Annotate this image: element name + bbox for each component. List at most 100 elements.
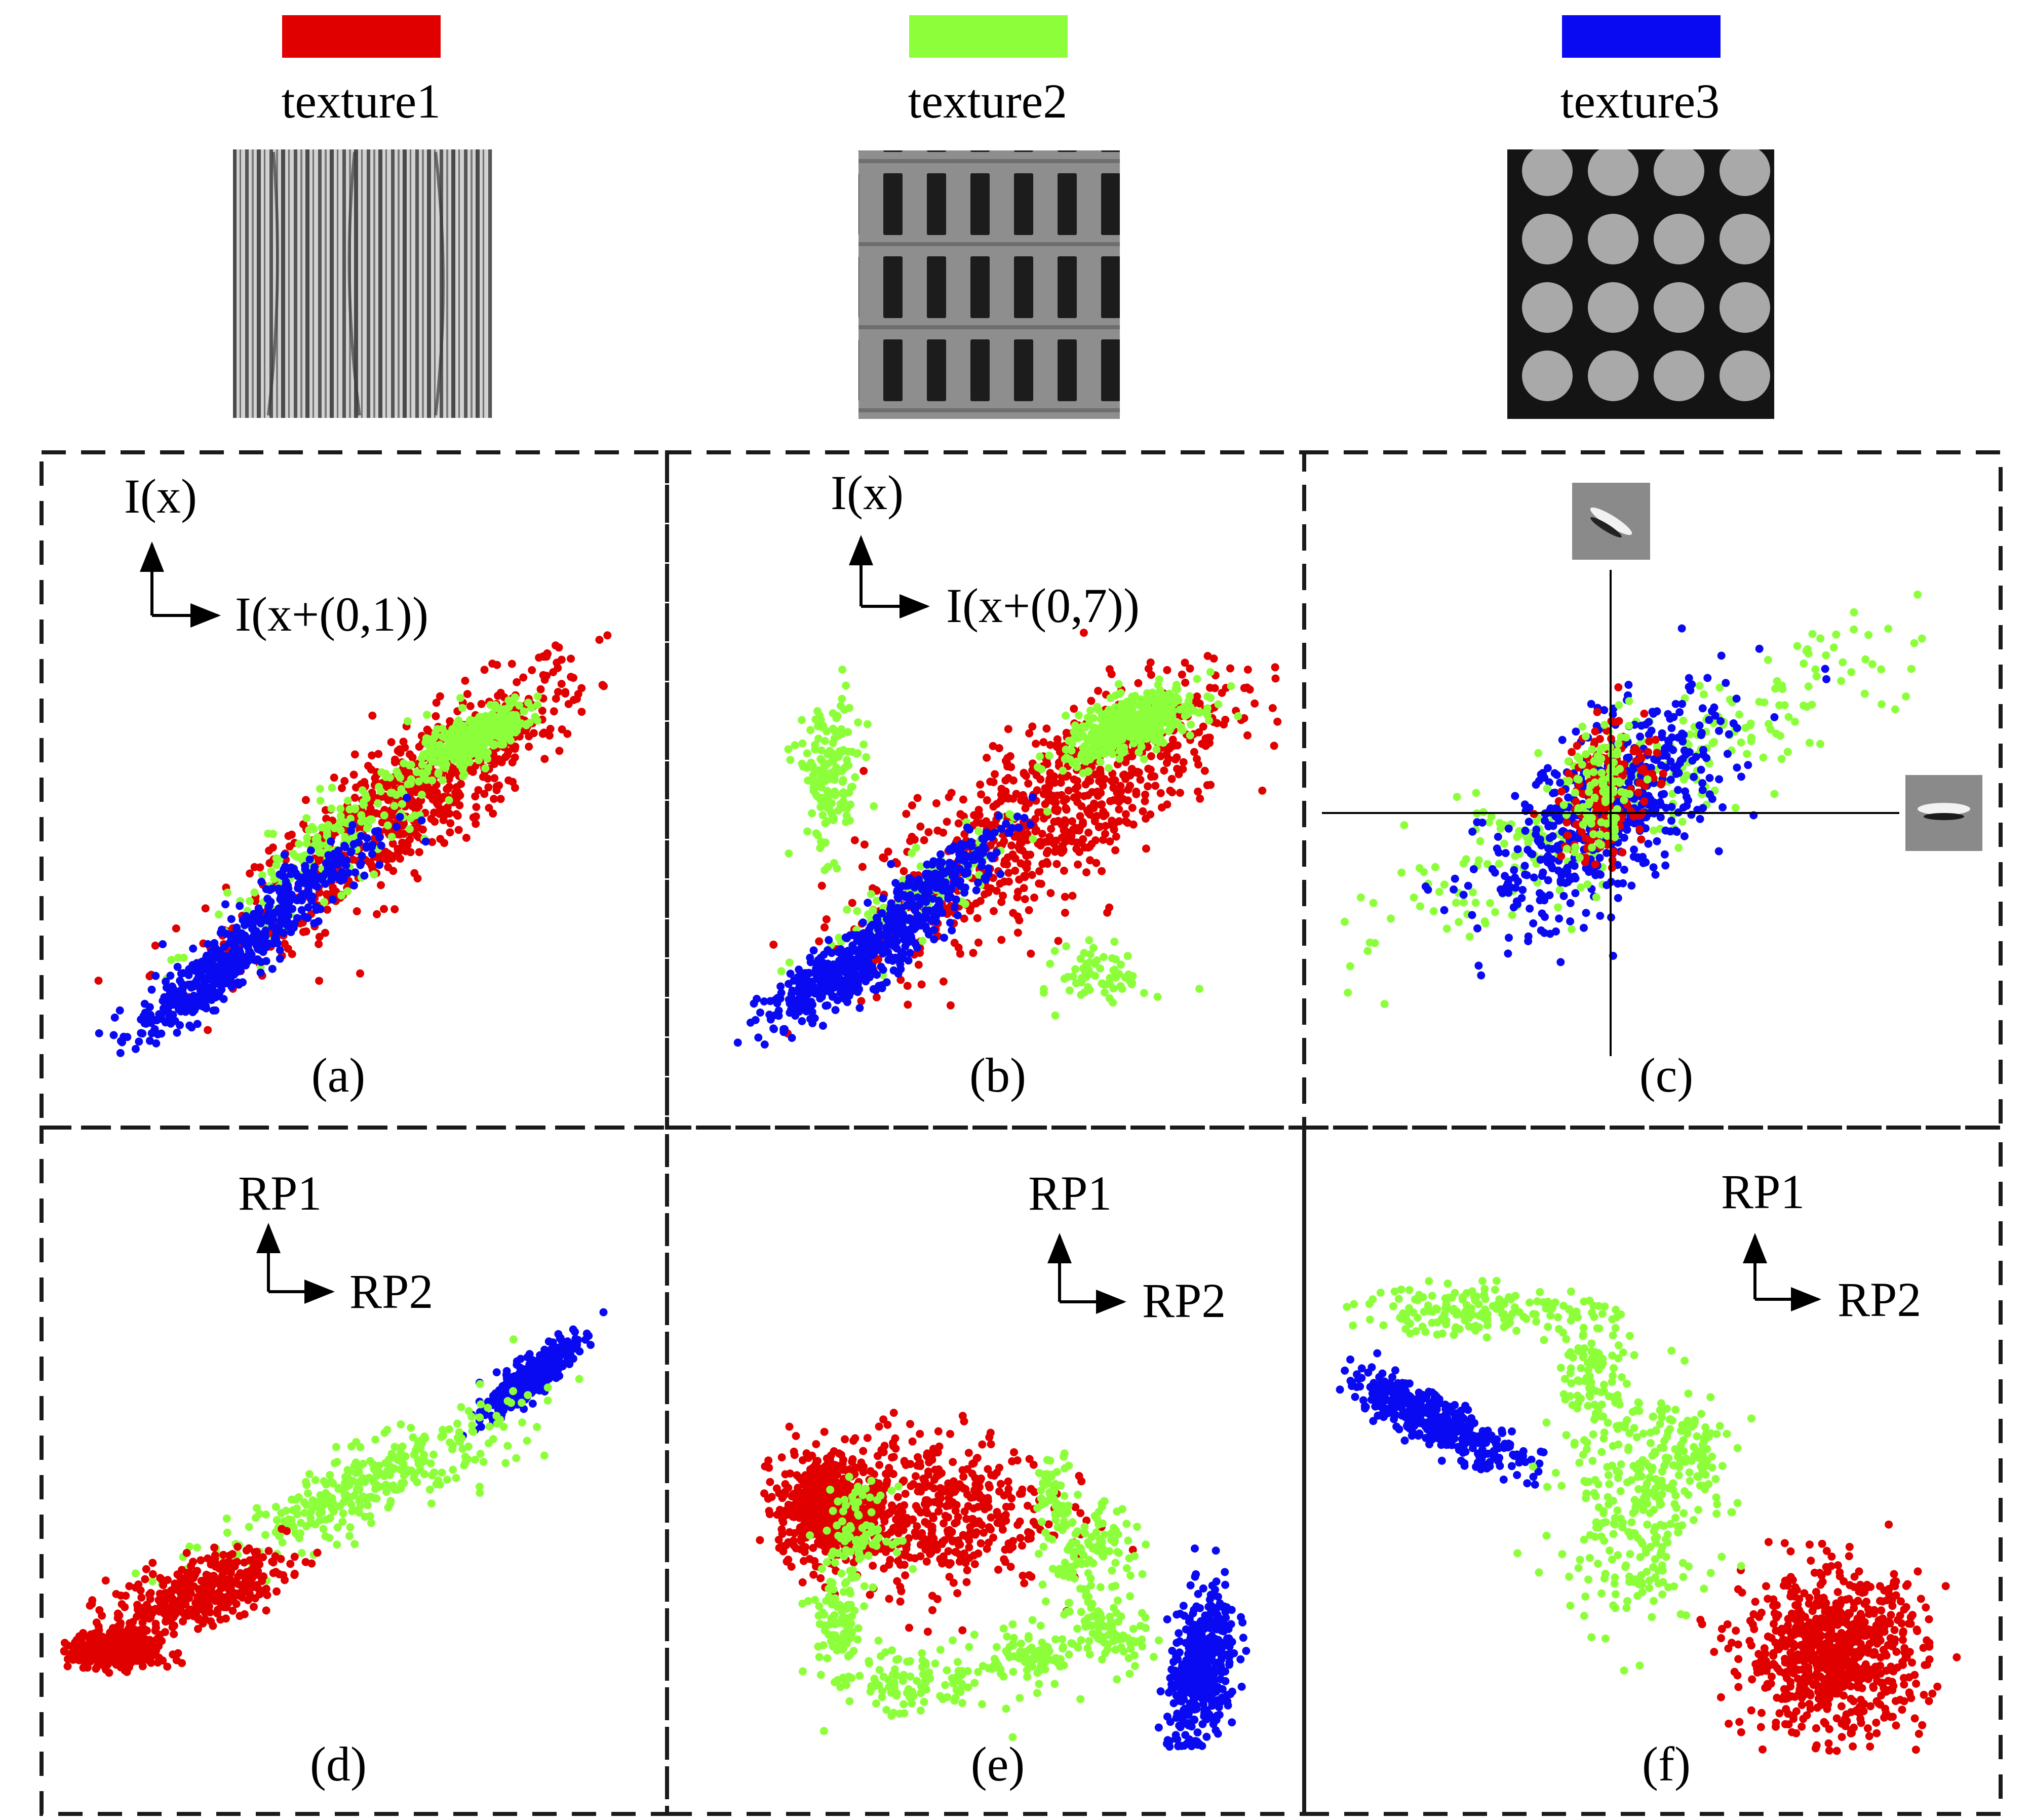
data-point-texture3 xyxy=(894,970,903,978)
data-point-texture3 xyxy=(131,1044,140,1053)
data-point-texture3 xyxy=(1657,790,1666,799)
data-point-texture2 xyxy=(1764,655,1772,664)
data-point-texture1 xyxy=(390,905,399,913)
data-point-texture2 xyxy=(1650,826,1658,835)
data-point-texture3 xyxy=(1477,971,1486,980)
data-point-texture2 xyxy=(838,778,847,786)
data-point-texture3 xyxy=(204,940,212,948)
data-point-texture2 xyxy=(1829,643,1838,652)
data-point-texture3 xyxy=(896,960,905,969)
data-point-texture1 xyxy=(932,799,941,807)
data-point-texture3 xyxy=(1570,862,1579,870)
data-point-texture3 xyxy=(334,846,342,855)
data-point-texture3 xyxy=(831,1006,840,1014)
data-point-texture3 xyxy=(1603,881,1611,889)
data-point-texture1 xyxy=(1226,664,1234,673)
data-point-texture2 xyxy=(1508,911,1516,919)
data-point-texture1 xyxy=(1195,728,1203,737)
data-point-texture3 xyxy=(798,1005,806,1013)
data-point-texture1 xyxy=(1164,755,1173,763)
data-point-texture2 xyxy=(862,753,871,761)
data-point-texture2 xyxy=(406,780,415,788)
data-point-texture1 xyxy=(368,751,376,760)
data-point-texture1 xyxy=(1193,755,1201,763)
legend-item-texture3: texture3 xyxy=(1507,15,1774,419)
data-point-texture3 xyxy=(1004,829,1012,837)
data-point-texture3 xyxy=(1473,818,1481,827)
data-point-texture1 xyxy=(1115,817,1123,826)
data-point-texture2 xyxy=(343,796,352,805)
data-point-texture2 xyxy=(918,937,927,945)
data-point-texture1 xyxy=(1036,775,1045,784)
data-point-texture3 xyxy=(1695,721,1704,730)
data-point-texture1 xyxy=(1082,868,1090,877)
data-point-texture1 xyxy=(525,743,533,751)
data-point-texture2 xyxy=(270,875,279,883)
data-point-texture1 xyxy=(364,762,372,770)
data-point-texture2 xyxy=(1062,745,1070,754)
data-point-texture3 xyxy=(1725,730,1733,739)
data-point-texture1 xyxy=(540,676,549,684)
data-point-texture2 xyxy=(403,717,412,725)
data-point-texture3 xyxy=(1673,762,1682,770)
data-point-texture3 xyxy=(358,851,366,860)
data-point-texture3 xyxy=(996,870,1005,878)
legend: texture1 texture2 texture3 xyxy=(233,15,1774,419)
data-point-texture1 xyxy=(916,822,925,831)
data-point-texture2 xyxy=(1186,731,1194,740)
data-point-texture3 xyxy=(845,949,853,958)
data-point-texture3 xyxy=(153,1030,162,1038)
data-point-texture3 xyxy=(858,918,867,927)
data-point-texture1 xyxy=(989,778,998,786)
data-point-texture3 xyxy=(1733,724,1741,732)
data-point-texture3 xyxy=(281,897,289,906)
data-point-texture2 xyxy=(1860,689,1869,698)
data-point-texture2 xyxy=(323,829,331,837)
data-point-texture2 xyxy=(368,815,376,824)
data-point-texture3 xyxy=(1658,729,1666,738)
data-point-texture2 xyxy=(821,866,829,874)
data-point-texture3 xyxy=(932,878,941,887)
data-point-texture2 xyxy=(1907,665,1916,673)
data-point-texture3 xyxy=(884,948,892,956)
data-point-texture2 xyxy=(1429,907,1438,915)
data-point-texture3 xyxy=(1026,820,1035,829)
data-point-texture3 xyxy=(1550,769,1559,778)
data-point-texture3 xyxy=(1732,694,1741,703)
data-point-texture3 xyxy=(115,1006,124,1015)
data-point-texture2 xyxy=(1079,964,1087,973)
data-point-texture1 xyxy=(1016,834,1024,842)
data-point-texture1 xyxy=(1001,776,1010,785)
data-point-texture1 xyxy=(1245,685,1254,694)
data-point-texture2 xyxy=(1777,755,1786,763)
data-point-texture1 xyxy=(1039,738,1048,747)
data-point-texture1 xyxy=(983,754,991,762)
data-point-texture3 xyxy=(221,900,229,909)
data-point-texture1 xyxy=(1220,720,1228,729)
data-point-texture1 xyxy=(388,839,397,848)
data-point-texture2 xyxy=(381,772,390,781)
data-point-texture3 xyxy=(206,973,215,982)
data-point-texture3 xyxy=(248,916,256,924)
data-point-texture1 xyxy=(1086,777,1095,785)
data-point-texture3 xyxy=(293,914,301,922)
data-point-texture1 xyxy=(454,826,463,834)
data-point-texture1 xyxy=(1160,766,1168,775)
data-point-texture3 xyxy=(779,1025,788,1033)
data-point-texture1 xyxy=(330,773,338,782)
data-point-texture3 xyxy=(932,917,941,926)
data-point-texture3 xyxy=(1543,854,1552,862)
data-point-texture1 xyxy=(1132,787,1141,796)
data-point-texture1 xyxy=(495,781,503,790)
data-point-texture2 xyxy=(1090,735,1099,744)
data-point-texture2 xyxy=(1062,942,1070,951)
data-point-texture2 xyxy=(1043,807,1051,816)
data-point-texture1 xyxy=(563,729,572,738)
data-point-texture1 xyxy=(1112,832,1120,841)
data-point-texture3 xyxy=(1015,824,1023,832)
data-point-texture3 xyxy=(1504,824,1513,833)
data-point-texture2 xyxy=(501,706,510,714)
data-point-texture3 xyxy=(1545,807,1553,816)
data-point-texture2 xyxy=(1910,639,1919,647)
data-point-texture1 xyxy=(1032,740,1040,748)
